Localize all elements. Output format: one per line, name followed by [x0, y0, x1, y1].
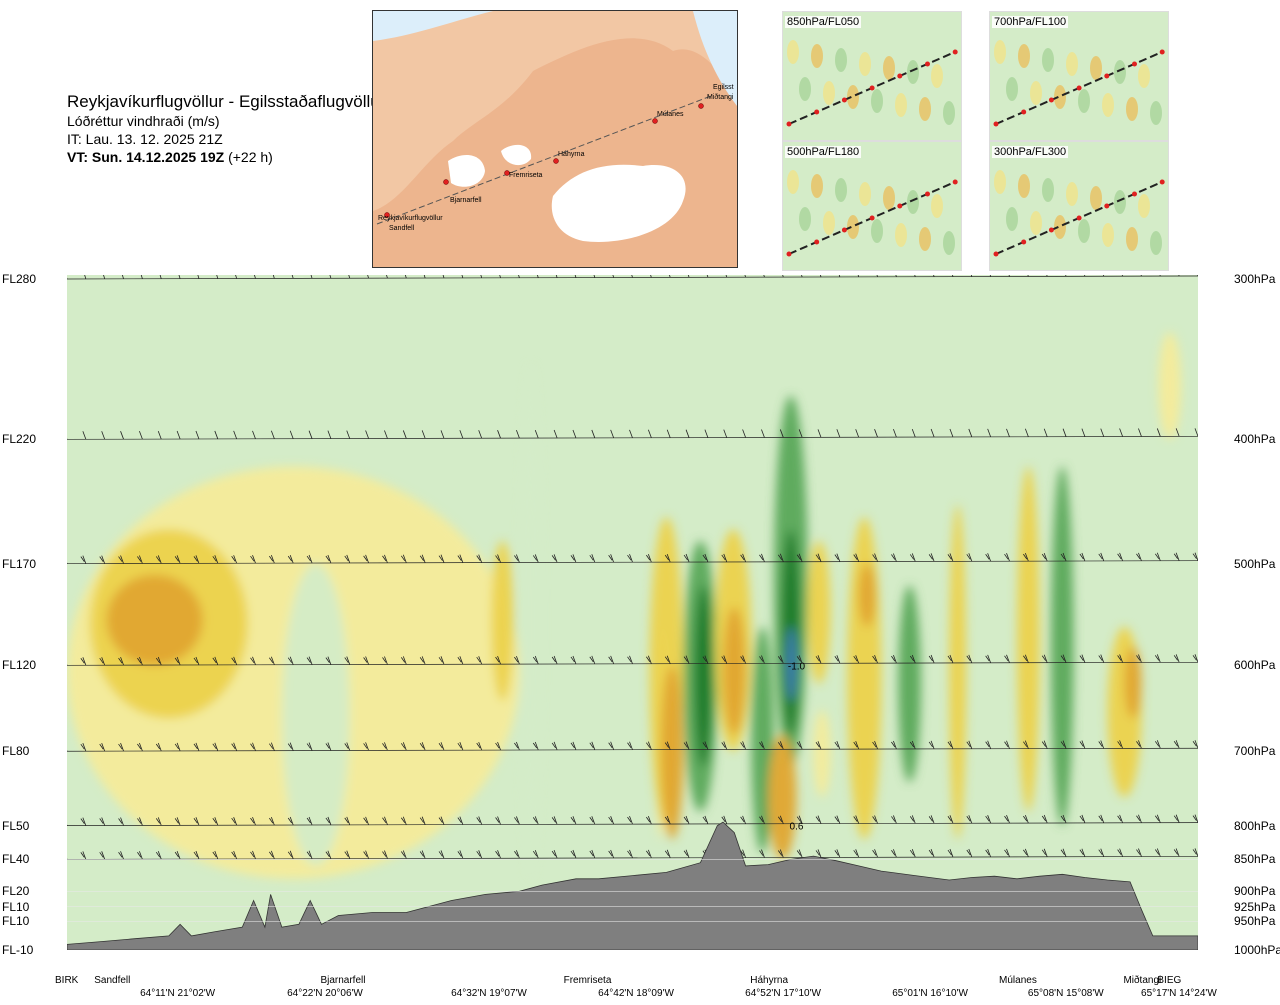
map-label-sandfell: Sandfell	[389, 225, 415, 232]
map-label-rvk: Reykjavíkurflugvöllur	[378, 215, 443, 222]
route-title: Reykjavíkurflugvöllur - Egilsstaðaflugvö…	[67, 92, 386, 111]
thumb-300-map	[990, 142, 1168, 270]
thumb-300[interactable]: 300hPa/FL300	[989, 141, 1169, 271]
thumb-850[interactable]: 850hPa/FL050	[782, 11, 962, 141]
terrain-profile	[67, 821, 1198, 950]
contour-label: 0.6	[790, 822, 804, 833]
coordinate-label: 64°42'N 18°09'W	[598, 988, 674, 999]
issue-time: IT: Lau. 13. 12. 2025 21Z	[67, 131, 223, 147]
map-label-fremriseta: Fremriseta	[509, 172, 543, 179]
map-label-midtangi: Miðtangi	[707, 93, 734, 101]
coordinate-label: 64°22'N 20°06'W	[287, 988, 363, 999]
waypoint-label: Miðtangi	[1123, 975, 1162, 986]
flight-level-label: FL170	[2, 556, 37, 571]
thumb-700-map	[990, 12, 1168, 140]
flight-level-label: FL50	[2, 818, 30, 833]
thumb-500[interactable]: 500hPa/FL180	[782, 141, 962, 271]
coordinate-label: 64°52'N 17°10'W	[745, 988, 821, 999]
thumb-700-label: 700hPa/FL100	[992, 16, 1069, 28]
chart-title-block: Reykjavíkurflugvöllur - Egilsstaðaflugvö…	[67, 92, 385, 166]
map-waypoint-labels: Reykjavíkurflugvöllur Sandfell Bjarnarfe…	[378, 84, 734, 232]
waypoint-label: Háhyrna	[750, 975, 789, 986]
cross-section-plot: -1.0 0.6	[67, 275, 1198, 950]
flight-level-label: FL80	[2, 744, 30, 759]
wind-barbs	[67, 275, 1198, 860]
route-map: Reykjavíkurflugvöllur Sandfell Bjarnarfe…	[372, 10, 738, 268]
coordinate-label: 64°32'N 19°07'W	[451, 988, 527, 999]
thumb-500-map	[783, 142, 961, 270]
coordinate-label: 64°11'N 21°02'W	[140, 988, 216, 999]
map-label-egilsst: Egilsst	[713, 84, 734, 91]
flight-level-label: FL20	[2, 884, 30, 899]
waypoint-label: Sandfell	[94, 975, 131, 986]
pressure-level-label: 1000hPa	[1234, 943, 1280, 957]
pressure-level-label: 400hPa	[1234, 432, 1276, 447]
waypoint-label: Bjarnarfell	[320, 975, 366, 986]
flight-level-label: FL120	[2, 658, 37, 673]
flight-level-label: FL10	[2, 899, 30, 914]
waypoint-label: Fremriseta	[563, 975, 612, 986]
flight-level-label: FL-10	[2, 943, 34, 957]
pressure-level-label: 900hPa	[1234, 884, 1276, 899]
valid-time: VT: Sun. 14.12.2025 19Z	[67, 149, 225, 165]
flight-level-label: FL220	[2, 432, 37, 447]
pressure-level-lines	[67, 859, 1198, 922]
contour-label: -1.0	[788, 661, 806, 672]
coordinate-label: 65°08'N 15°08'W	[1027, 988, 1104, 999]
flight-level-label: FL10	[2, 914, 30, 929]
pressure-level-label: 800hPa	[1234, 818, 1276, 833]
pressure-level-label: 950hPa	[1234, 914, 1276, 929]
coordinate-label: 65°17'N 14°24'W	[1141, 988, 1217, 999]
pressure-level-label: 600hPa	[1234, 658, 1276, 673]
waypoint-label: BIRK	[55, 975, 79, 986]
thumb-500-label: 500hPa/FL180	[785, 146, 862, 158]
map-label-hahyrna: Háhyrna	[558, 151, 585, 158]
pressure-level-label: 925hPa	[1234, 899, 1276, 914]
flight-level-label: FL40	[2, 852, 30, 867]
route-map-graphic: Reykjavíkurflugvöllur Sandfell Bjarnarfe…	[373, 11, 737, 267]
parameter-title: Lóðréttur vindhraði (m/s)	[67, 113, 220, 129]
lead-time: (+22 h)	[228, 149, 273, 165]
pressure-level-label: 300hPa	[1234, 272, 1276, 286]
thumb-850-label: 850hPa/FL050	[785, 16, 862, 28]
pressure-level-label: 850hPa	[1234, 852, 1276, 867]
contour-labels: -1.0 0.6	[788, 661, 806, 832]
thumb-700[interactable]: 700hPa/FL100	[989, 11, 1169, 141]
waypoint-label: Múlanes	[999, 975, 1037, 986]
pressure-level-label: 500hPa	[1234, 556, 1276, 571]
map-label-bjarnarfell: Bjarnarfell	[450, 197, 482, 204]
coordinate-label: 65°01'N 16°10'W	[892, 988, 968, 999]
pressure-level-label: 700hPa	[1234, 744, 1276, 759]
thumb-300-label: 300hPa/FL300	[992, 146, 1069, 158]
flight-level-label: FL280	[2, 272, 37, 286]
waypoint-label: BIEG	[1157, 975, 1182, 986]
map-label-mulanes: Múlanes	[657, 111, 684, 118]
thumb-850-map	[783, 12, 961, 140]
